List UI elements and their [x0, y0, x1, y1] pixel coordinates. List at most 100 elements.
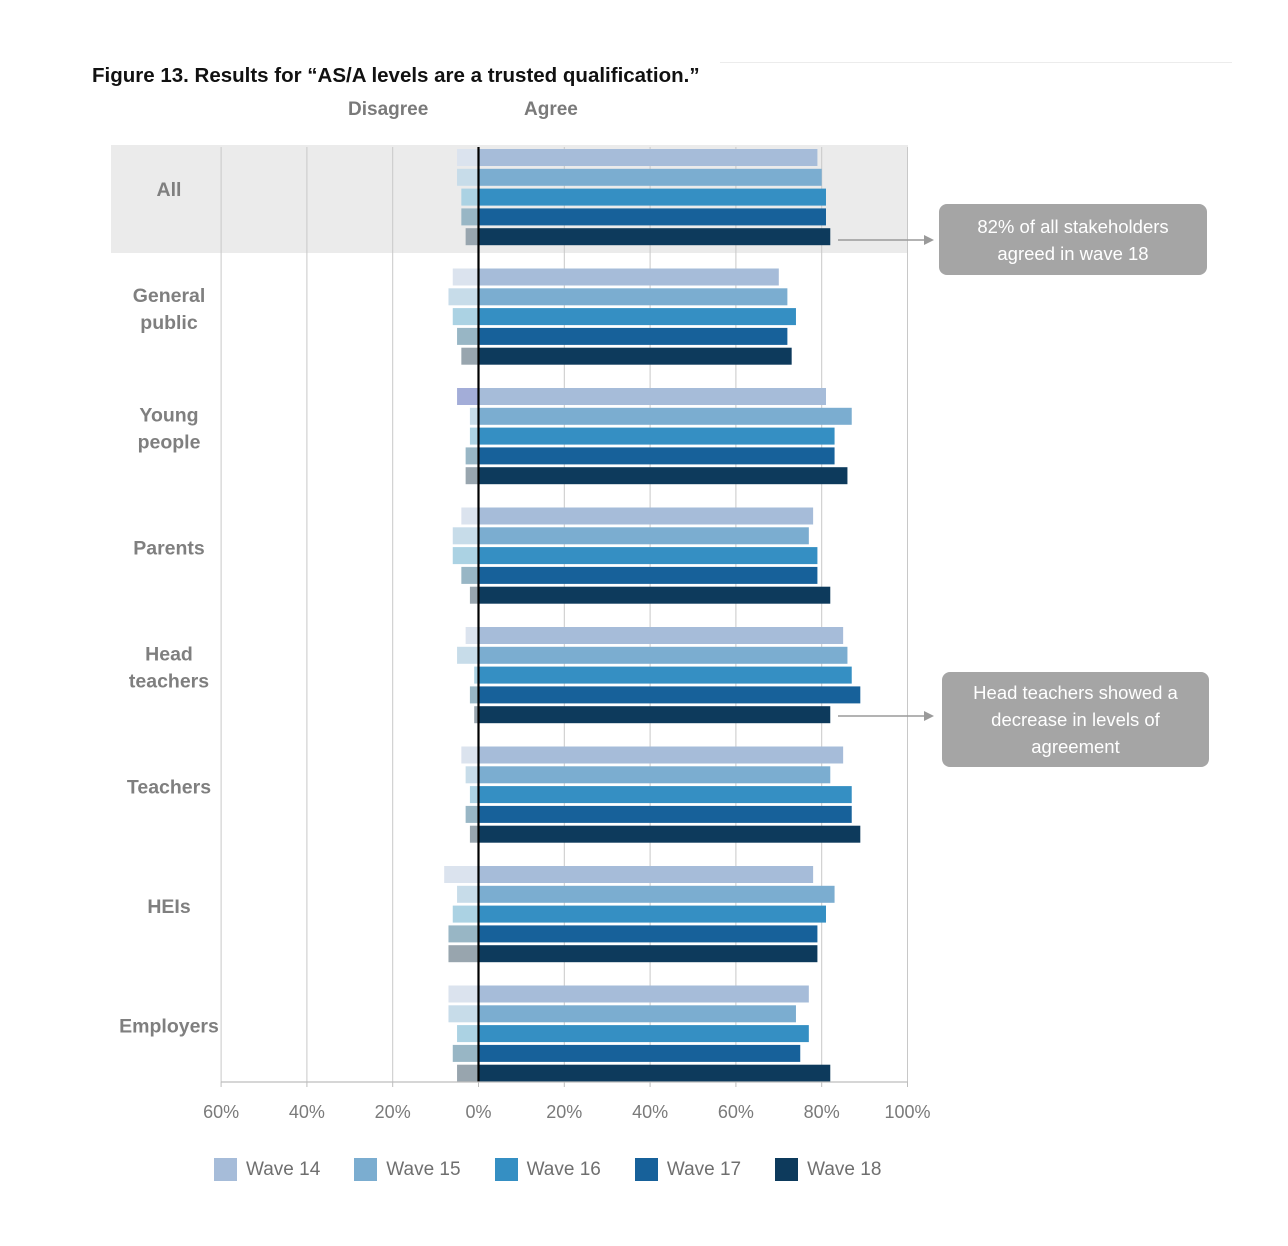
disagree-bar — [469, 427, 479, 445]
agree-heading: Agree — [524, 99, 578, 120]
agree-bar — [478, 268, 779, 286]
legend-item: Wave 17 — [634, 1158, 741, 1181]
disagree-bar — [469, 586, 479, 604]
agree-bar — [478, 666, 852, 684]
legend-label: Wave 14 — [246, 1158, 321, 1180]
disagree-bar — [452, 905, 479, 923]
agree-bar — [478, 1044, 801, 1062]
disagree-bar — [461, 507, 479, 525]
agree-bar — [478, 925, 818, 943]
agree-bar — [478, 905, 826, 923]
agree-bar — [478, 308, 796, 326]
agree-bar — [478, 507, 814, 525]
agree-bar — [478, 547, 818, 565]
category-label: Parents — [133, 538, 205, 560]
disagree-bar — [448, 925, 479, 943]
disagree-bar — [474, 666, 479, 684]
disagree-bar — [457, 327, 479, 345]
legend-swatch — [775, 1158, 799, 1181]
agree-bar — [478, 586, 831, 604]
x-tick-label: 60% — [718, 1102, 754, 1122]
disagree-bar — [448, 985, 479, 1003]
callout-all-stakeholders: 82% of all stakeholders agreed in wave 1… — [939, 204, 1207, 275]
disagree-bar — [461, 188, 479, 206]
disagree-bar — [465, 805, 479, 823]
agree-bar — [478, 527, 809, 545]
disagree-bar — [457, 646, 479, 664]
agree-bar — [478, 1064, 831, 1082]
callout-arrowhead — [924, 235, 934, 245]
agree-bar — [478, 188, 826, 206]
legend-item: Wave 16 — [494, 1158, 601, 1181]
disagree-bar — [444, 866, 479, 883]
agree-bar — [478, 746, 844, 764]
chart-legend: Wave 14 Wave 15 Wave 16 Wave 17 Wave 18 — [214, 1158, 915, 1181]
agree-bar — [478, 627, 844, 644]
category-label: public — [140, 312, 198, 334]
legend-swatch — [634, 1158, 658, 1181]
category-label: teachers — [129, 671, 209, 693]
disagree-bar — [457, 168, 479, 186]
disagree-bar — [457, 388, 479, 405]
disagree-bar — [452, 547, 479, 565]
agree-bar — [478, 786, 852, 804]
legend-item: Wave 14 — [214, 1158, 320, 1181]
disagree-bar — [461, 566, 479, 584]
legend-label: Wave 16 — [526, 1158, 601, 1180]
agree-bar — [478, 1005, 796, 1023]
disagree-bar — [452, 527, 479, 545]
x-tick-label: 40% — [632, 1102, 668, 1122]
x-tick-label: 0% — [465, 1102, 491, 1122]
x-tick-label: 20% — [546, 1102, 582, 1122]
disagree-bar — [469, 686, 479, 704]
agree-bar — [478, 686, 861, 704]
agree-bar — [478, 427, 835, 445]
disagree-bar — [461, 208, 479, 226]
disagree-bar — [469, 825, 479, 843]
disagree-bar — [448, 945, 479, 963]
agree-bar — [478, 706, 831, 724]
agree-bar — [478, 825, 861, 843]
disagree-bar — [457, 1064, 479, 1082]
legend-item: Wave 15 — [354, 1158, 461, 1181]
x-tick-label: 20% — [375, 1102, 411, 1122]
agree-bar — [478, 566, 818, 584]
category-label: All — [157, 179, 182, 201]
agree-bar — [478, 288, 788, 306]
agree-bar — [478, 866, 814, 883]
x-tick-label: 80% — [804, 1102, 840, 1122]
disagree-bar — [461, 347, 479, 365]
agree-bar — [478, 208, 826, 226]
disagree-bar — [452, 308, 479, 326]
agree-bar — [478, 149, 818, 166]
disagree-bar — [465, 447, 479, 465]
disagree-bar — [457, 885, 479, 903]
top-rule — [720, 62, 1232, 63]
agree-bar — [478, 766, 831, 784]
agree-bar — [478, 228, 831, 246]
agree-bar — [478, 168, 822, 186]
legend-label: Wave 15 — [386, 1158, 461, 1180]
disagree-bar — [465, 228, 479, 246]
callout-line: agreement — [1031, 736, 1120, 757]
agree-bar — [478, 805, 852, 823]
agree-bar — [478, 447, 835, 465]
x-tick-label: 40% — [289, 1102, 325, 1122]
legend-swatch — [214, 1158, 237, 1181]
callout-line: 82% of all stakeholders — [977, 215, 1169, 237]
agree-bar — [478, 407, 852, 425]
disagree-bar — [465, 467, 479, 485]
disagree-bar — [457, 149, 479, 166]
legend-swatch — [494, 1158, 518, 1181]
legend-swatch — [354, 1158, 378, 1181]
callout-line: decrease in levels of — [991, 709, 1160, 730]
agree-bar — [478, 945, 818, 963]
legend-label: Wave 18 — [807, 1158, 882, 1180]
agree-bar — [478, 1025, 809, 1043]
figure-title: Figure 13. Results for “AS/A levels are … — [92, 64, 700, 87]
callout-line: Head teachers showed a — [973, 682, 1178, 703]
category-label: Young — [139, 405, 198, 427]
disagree-bar — [461, 746, 479, 764]
disagree-bar — [457, 1025, 479, 1043]
